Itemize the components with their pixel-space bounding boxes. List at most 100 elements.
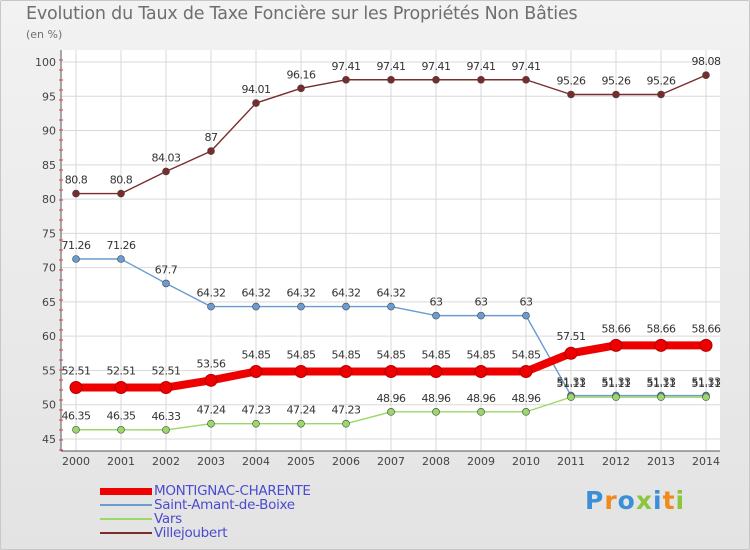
point-montignac-charente [339, 364, 353, 378]
point-montignac-charente [564, 346, 578, 360]
data-label-saint-amant-de-boixe: 71.26 [107, 239, 136, 252]
data-label-saint-amant-de-boixe: 63 [430, 296, 443, 309]
point-villejoubert [342, 75, 350, 84]
logo-letter: r [604, 486, 618, 515]
legend-label-saint-amant: Saint-Amant-de-Boixe [154, 497, 295, 513]
x-tick-label: 2012 [602, 455, 630, 468]
x-tick-label: 2004 [242, 455, 270, 468]
point-montignac-charente [114, 381, 128, 395]
point-villejoubert [72, 189, 80, 198]
data-label-montignac-charente: 54.85 [242, 348, 271, 361]
data-label-montignac-charente: 54.85 [467, 348, 496, 361]
data-label-saint-amant-de-boixe: 51.33 [692, 376, 721, 389]
legend-swatch-saint-amant [100, 504, 152, 506]
data-label-villejoubert: 95.26 [602, 74, 631, 87]
point-villejoubert [432, 75, 440, 84]
data-label-villejoubert: 97.41 [422, 60, 451, 73]
data-label-saint-amant-de-boixe: 64.32 [287, 287, 316, 300]
point-villejoubert [702, 71, 710, 79]
data-label-villejoubert: 94.01 [242, 83, 271, 96]
point-vars [612, 393, 620, 401]
point-villejoubert [387, 75, 395, 84]
data-label-montignac-charente: 54.85 [512, 348, 541, 361]
point-vars [387, 408, 395, 416]
point-villejoubert [117, 189, 125, 198]
point-vars [432, 408, 440, 416]
x-tick-label: 2014 [692, 455, 720, 468]
x-tick-label: 2006 [332, 455, 360, 468]
chart-title: Evolution du Taux de Taxe Foncière sur l… [26, 4, 578, 24]
point-vars [252, 419, 260, 428]
data-label-saint-amant-de-boixe: 63 [475, 296, 488, 309]
data-label-saint-amant-de-boixe: 51.33 [557, 376, 586, 389]
point-saint-amant-de-boixe [252, 302, 260, 311]
data-label-montignac-charente: 52.51 [62, 365, 91, 378]
point-saint-amant-de-boixe [117, 255, 125, 263]
data-label-villejoubert: 98.08 [692, 55, 721, 68]
point-vars [297, 419, 305, 428]
data-label-vars: 46.35 [62, 410, 91, 423]
data-label-montignac-charente: 58.66 [602, 322, 631, 335]
point-villejoubert [612, 90, 620, 99]
point-montignac-charente [204, 373, 218, 387]
x-tick-label: 2011 [557, 455, 585, 468]
point-montignac-charente [159, 381, 173, 395]
point-saint-amant-de-boixe [297, 302, 305, 311]
data-label-vars: 51.11 [557, 377, 586, 390]
point-vars [342, 419, 350, 428]
point-vars [657, 393, 665, 401]
y-tick-label: 45 [42, 433, 56, 446]
logo-letter: P [585, 486, 605, 515]
data-label-villejoubert: 95.26 [647, 74, 676, 87]
point-montignac-charente [429, 364, 443, 378]
data-label-vars: 48.96 [377, 392, 406, 405]
data-label-saint-amant-de-boixe: 64.32 [332, 287, 361, 300]
data-label-vars: 47.24 [287, 404, 316, 417]
point-montignac-charente [699, 338, 713, 352]
x-tick-label: 2009 [467, 455, 495, 468]
logo-letter: t [662, 486, 676, 515]
data-label-villejoubert: 97.41 [467, 60, 496, 73]
data-label-montignac-charente: 52.51 [107, 365, 136, 378]
x-tick-label: 2003 [197, 455, 225, 468]
point-vars [477, 408, 485, 416]
point-vars [207, 419, 215, 428]
x-tick-label: 2001 [107, 455, 135, 468]
data-label-vars: 47.23 [242, 404, 271, 417]
data-label-saint-amant-de-boixe: 64.32 [197, 287, 226, 300]
data-label-villejoubert: 80.8 [110, 174, 133, 187]
data-label-villejoubert: 96.16 [287, 68, 316, 81]
x-tick-label: 2005 [287, 455, 315, 468]
y-tick-label: 60 [42, 330, 56, 343]
legend-label-vars: Vars [154, 511, 182, 527]
data-label-saint-amant-de-boixe: 64.32 [242, 287, 271, 300]
legend-swatch-villejoubert [100, 532, 152, 534]
data-label-montignac-charente: 54.85 [377, 348, 406, 361]
point-saint-amant-de-boixe [432, 311, 440, 320]
point-saint-amant-de-boixe [522, 311, 530, 320]
y-tick-label: 80 [42, 193, 56, 206]
data-label-montignac-charente: 54.85 [287, 348, 316, 361]
point-montignac-charente [294, 364, 308, 378]
data-label-montignac-charente: 58.66 [692, 322, 721, 335]
x-tick-label: 2007 [377, 455, 405, 468]
point-villejoubert [207, 147, 215, 155]
y-tick-label: 70 [42, 262, 56, 275]
point-montignac-charente [519, 364, 533, 378]
data-label-villejoubert: 95.26 [557, 74, 586, 87]
y-tick-label: 65 [42, 296, 56, 309]
point-montignac-charente [609, 338, 623, 352]
data-label-montignac-charente: 58.66 [647, 322, 676, 335]
y-tick-label: 75 [42, 227, 56, 240]
point-vars [702, 393, 710, 401]
data-label-montignac-charente: 57.51 [557, 330, 586, 343]
x-tick-label: 2008 [422, 455, 450, 468]
data-label-villejoubert: 97.41 [377, 60, 406, 73]
data-label-vars: 46.35 [107, 410, 136, 423]
y-tick-label: 55 [42, 364, 56, 377]
point-villejoubert [297, 84, 305, 93]
y-tick-label: 85 [42, 159, 56, 172]
point-saint-amant-de-boixe [72, 255, 80, 263]
data-label-saint-amant-de-boixe: 67.7 [155, 263, 178, 276]
